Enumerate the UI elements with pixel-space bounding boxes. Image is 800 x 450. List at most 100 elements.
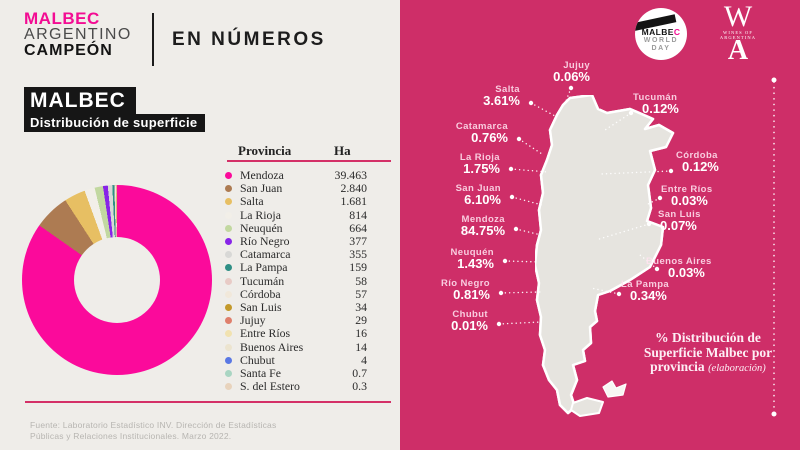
section-title: MALBEC (24, 87, 136, 116)
donut-chart (22, 185, 212, 375)
map-label: Chubut 0.01% (451, 309, 488, 332)
map-label: La Rioja 1.75% (460, 152, 500, 175)
legend-dot (225, 251, 232, 259)
table-row: Entre Ríos 16 (225, 326, 367, 340)
marker-dot (528, 100, 534, 106)
map-label-name: Salta (495, 84, 520, 95)
table-rule-top (227, 160, 391, 162)
section-subtitle: Distribución de superficie (24, 114, 206, 132)
brand-block: MALBEC ARGENTINO CAMPEÓN (24, 9, 132, 59)
map-label-pct: 84.75% (460, 223, 505, 238)
province-ha: 2.840 (340, 181, 367, 196)
province-name: Neuquén (240, 220, 283, 235)
tierra-del-fuego (570, 397, 604, 417)
province-name: La Pampa (240, 260, 288, 275)
marker-dot (509, 194, 515, 200)
legend-dot (225, 224, 232, 232)
province-ha: 39.463 (334, 168, 367, 183)
map-label: San Juan 6.10% (456, 183, 501, 206)
map-label-name: Catamarca (455, 121, 508, 132)
province-ha: 355 (349, 247, 367, 262)
map-label-name: Neuquén (450, 247, 494, 258)
province-ha: 1.681 (340, 194, 367, 209)
legend-dot (225, 277, 232, 285)
malbec-world-day-logo: MALBEC WORLD DAY (635, 8, 687, 60)
marker-dot (498, 290, 504, 296)
province-name: S. del Estero (240, 379, 300, 394)
province-name: Catamarca (240, 247, 291, 262)
mwd-word-black: MALBE (641, 27, 674, 37)
legend-dot (225, 290, 232, 298)
table-row: San Luis 34 (225, 299, 367, 314)
brand-line-campeon: CAMPEÓN (24, 42, 113, 59)
marker-dot (502, 258, 508, 264)
legend-dot (225, 211, 232, 219)
brand-line-malbec: MALBEC (24, 9, 100, 28)
legend-dot (225, 330, 232, 338)
islas-malvinas (602, 380, 627, 398)
map-label: Buenos Aires 0.03% (646, 256, 712, 279)
legend-dot (225, 185, 232, 193)
map-label-name: Chubut (452, 309, 488, 320)
marker-dot (508, 166, 514, 172)
map-caption: % Distribución de Superficie Malbec por … (638, 330, 778, 377)
legend-dot (225, 356, 232, 364)
province-name: Tucumán (240, 273, 285, 288)
table-row: Catamarca 355 (225, 247, 367, 262)
marker-dot (568, 85, 574, 91)
map-label-name: San Luis (658, 209, 701, 220)
donut-hole (74, 237, 160, 323)
map-label-name: Río Negro (441, 278, 490, 289)
map-label: Neuquén 1.43% (451, 247, 494, 270)
woa-w-letter: W (723, 0, 753, 33)
province-ha: 377 (349, 234, 367, 249)
province-ha: 4 (361, 352, 367, 367)
map-label-name: Buenos Aires (646, 256, 712, 267)
marker-dot (771, 77, 777, 83)
map-label: Salta 3.61% (483, 84, 520, 107)
legend-dot (225, 172, 232, 180)
source-line-1: Fuente: Laboratorio Estadístico INV. Dir… (30, 420, 277, 430)
woa-tagline: WINES OF ARGENTINA (719, 30, 757, 40)
province-name: Buenos Aires (240, 339, 304, 354)
left-panel: MALBEC ARGENTINO CAMPEÓN EN NÚMEROS MALB… (22, 9, 391, 441)
mwd-word-pink: C (673, 27, 681, 37)
map-label: Jujuy 0.06% (553, 60, 590, 83)
province-name: La Rioja (240, 207, 281, 222)
marker-dot (771, 411, 777, 417)
table-row: Tucumán 58 (225, 273, 367, 288)
table-row: Neuquén 664 (225, 220, 367, 235)
province-name: Mendoza (240, 168, 284, 183)
map-label: Tucumán 0.12% (633, 92, 679, 115)
province-ha: 57 (355, 286, 367, 301)
caption-line-1: % Distribución de (655, 330, 761, 345)
province-ha: 58 (355, 273, 367, 288)
legend-dot (225, 383, 232, 391)
caption-line-3: provincia (elaboración) (650, 359, 766, 374)
table-row: Río Negro 377 (225, 234, 367, 249)
map-label-name: La Pampa (621, 279, 670, 290)
map-label-name: Entre Ríos (661, 184, 713, 195)
province-name: San Juan (240, 181, 283, 196)
table-row: S. del Estero 0.3 (225, 379, 367, 394)
brand-line-argentino: ARGENTINO (24, 26, 132, 43)
table-row: Jujuy 29 (225, 313, 367, 327)
legend-dot (225, 198, 232, 206)
table-header-ha: Ha (334, 143, 351, 158)
map-label: Entre Ríos 0.03% (661, 184, 713, 207)
map-label-pct: 0.01% (451, 318, 488, 333)
province-ha: 0.7 (352, 365, 367, 380)
table-row: San Juan 2.840 (225, 181, 367, 196)
mwd-world: WORLD (643, 37, 679, 44)
map-label-name: Mendoza (461, 214, 505, 225)
table-row: Buenos Aires 14 (225, 339, 367, 354)
mwd-wordmark: MALBEC (635, 28, 687, 37)
province-ha: 34 (355, 299, 367, 314)
map-label-pct: 0.07% (660, 218, 697, 233)
map-label-pct: 0.03% (671, 193, 708, 208)
province-ha: 0.3 (352, 379, 367, 394)
mwd-day: DAY (651, 45, 671, 52)
legend-dot (225, 303, 232, 311)
table-row: Salta 1.681 (225, 194, 367, 209)
